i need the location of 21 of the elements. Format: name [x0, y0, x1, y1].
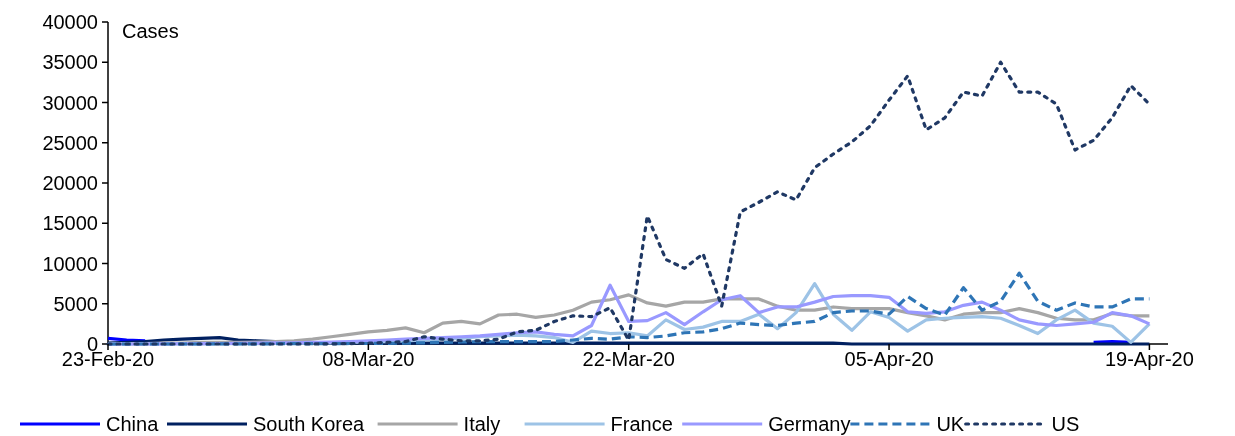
- y-tick-label: 30000: [42, 91, 98, 114]
- y-tick-label: 15000: [42, 212, 98, 235]
- y-tick-label: 20000: [42, 172, 98, 194]
- y-tick-label: 5000: [53, 292, 98, 315]
- legend-label: UK: [936, 413, 965, 435]
- legend-label: South Korea: [253, 413, 366, 435]
- legend-label: China: [106, 413, 160, 435]
- legend-label: Germany: [768, 413, 851, 435]
- y-axis-title: Cases: [122, 20, 179, 42]
- y-tick-label: 35000: [42, 51, 98, 74]
- x-tick-label: 08-Mar-20: [322, 348, 415, 370]
- x-tick-label: 05-Apr-20: [844, 348, 934, 370]
- legend-label: US: [1051, 413, 1080, 435]
- y-tick-label: 40000: [42, 11, 98, 33]
- y-tick-label: 10000: [42, 252, 98, 275]
- legend-label: France: [610, 413, 673, 435]
- legend-label: Italy: [463, 413, 501, 435]
- x-tick-label: 22-Mar-20: [582, 348, 675, 370]
- line-series: [106, 60, 1151, 346]
- y-tick-label: 25000: [42, 131, 98, 154]
- x-tick-label: 19-Apr-20: [1104, 348, 1194, 370]
